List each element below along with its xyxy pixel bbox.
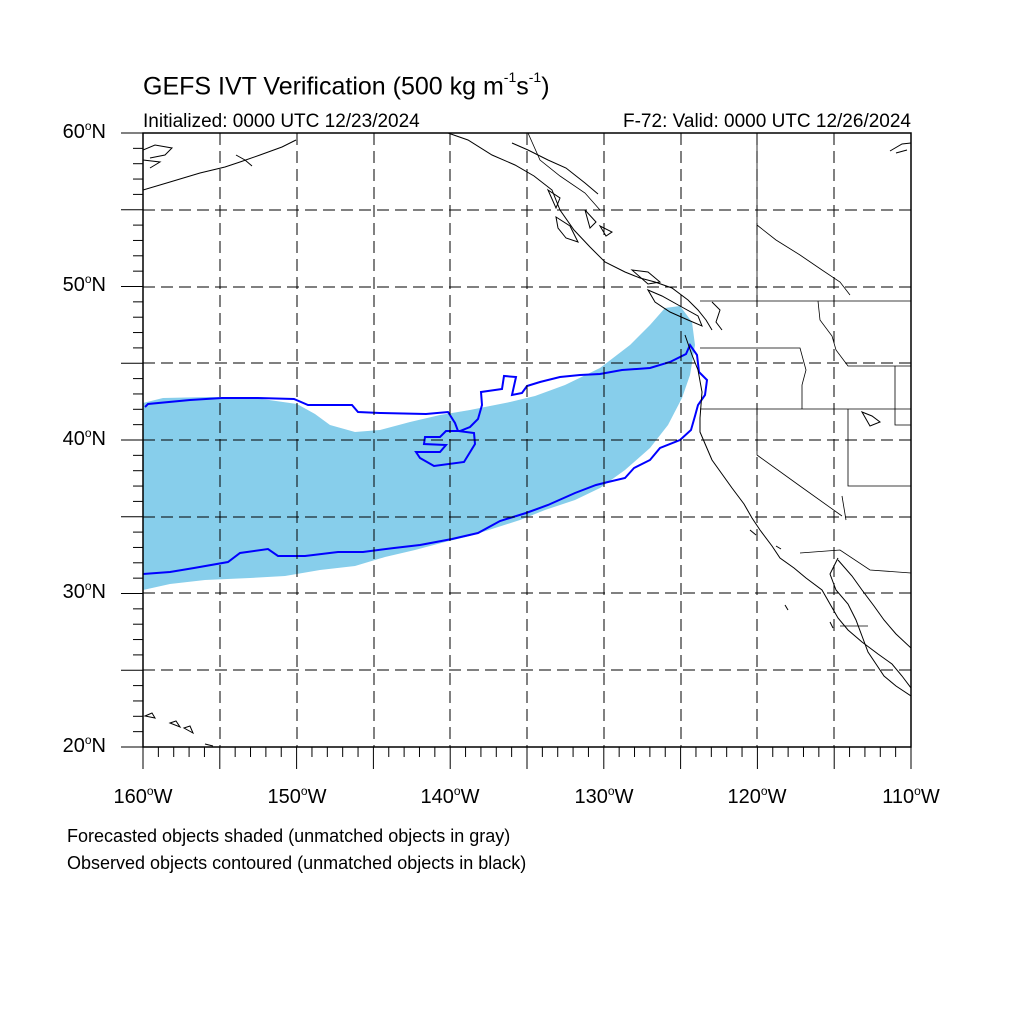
lon-label-110: 110oW bbox=[882, 784, 940, 808]
lon-label-140: 140oW bbox=[420, 784, 480, 808]
initialized-time: Initialized: 0000 UTC 12/23/2024 bbox=[143, 111, 420, 132]
lat-label-50: 50oN bbox=[62, 272, 106, 296]
lat-label-60: 60oN bbox=[62, 119, 106, 143]
lon-label-150: 150oW bbox=[267, 784, 327, 808]
valid-time: F-72: Valid: 0000 UTC 12/26/2024 bbox=[623, 111, 911, 132]
axis-ticks bbox=[121, 132, 912, 769]
forecast-ivt-object bbox=[143, 306, 695, 590]
lon-label-130: 130oW bbox=[574, 784, 634, 808]
chart-title: GEFS IVT Verification (500 kg m-1s-1) bbox=[143, 69, 550, 101]
coastlines bbox=[143, 133, 911, 747]
graticule bbox=[143, 133, 911, 747]
lon-label-160: 160oW bbox=[113, 784, 173, 808]
lat-label-40: 40oN bbox=[62, 426, 106, 450]
lon-label-120: 120oW bbox=[727, 784, 787, 808]
lat-label-20: 20oN bbox=[62, 733, 106, 757]
observed-note: Observed objects contoured (unmatched ob… bbox=[67, 853, 527, 873]
political-boundaries bbox=[527, 133, 911, 627]
lat-label-30: 30oN bbox=[62, 579, 106, 603]
forecast-note: Forecasted objects shaded (unmatched obj… bbox=[67, 826, 511, 846]
observed-ivt-contour bbox=[143, 342, 709, 575]
